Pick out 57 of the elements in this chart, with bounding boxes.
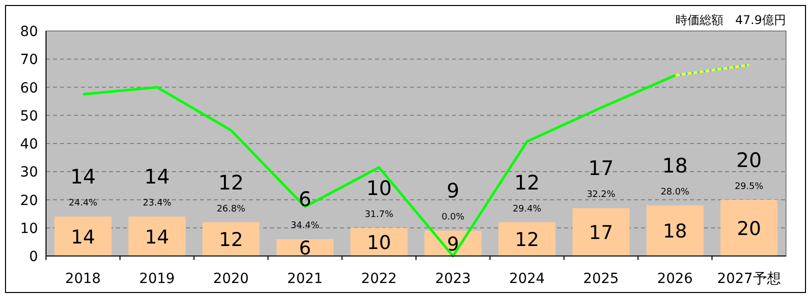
bar xyxy=(498,222,556,256)
x-tick-label: 2022 xyxy=(361,271,397,287)
annotation: 34.4% xyxy=(290,221,320,232)
y-tick-label: 60 xyxy=(20,80,38,96)
annotation: 24.4% xyxy=(68,198,98,209)
annotation: 29.5% xyxy=(734,182,764,192)
annotation: 0.0% xyxy=(442,212,465,223)
annotation: 17 xyxy=(588,156,614,180)
x-tick-label: 2024 xyxy=(509,271,545,287)
annotation: 23.4% xyxy=(142,198,172,209)
bar xyxy=(646,205,704,256)
annotation: 12 xyxy=(514,170,540,194)
annotation: 14 xyxy=(144,164,170,189)
x-tick-label: 2025 xyxy=(583,271,619,287)
data-label: 14 xyxy=(70,226,96,248)
y-tick-label: 10 xyxy=(20,220,38,237)
x-tick-label: 2027予想 xyxy=(717,271,781,287)
bar xyxy=(350,228,408,256)
annotation: 26.8% xyxy=(216,204,246,214)
data-label: 17 xyxy=(588,222,614,244)
bar xyxy=(202,222,260,256)
data-label: 18 xyxy=(662,220,688,243)
annotation: 10 xyxy=(366,176,392,200)
x-tick-label: 2019 xyxy=(139,271,175,287)
y-tick-label: 30 xyxy=(20,164,38,181)
annotation: 32.2% xyxy=(586,190,616,200)
annotation: 14 xyxy=(70,164,96,189)
bar xyxy=(128,216,186,256)
chart-title: 時価総額 47.9億円 xyxy=(675,13,786,27)
bar xyxy=(54,216,112,256)
y-tick-label: 80 xyxy=(20,24,38,40)
y-tick-label: 70 xyxy=(20,52,38,68)
annotation: 9 xyxy=(446,178,460,203)
x-tick-label: 2018 xyxy=(65,271,101,287)
data-label: 6 xyxy=(298,238,312,260)
data-label: 9 xyxy=(446,233,460,256)
data-label: 10 xyxy=(366,232,392,254)
annotation: 18 xyxy=(662,153,688,178)
annotation: 29.4% xyxy=(512,204,542,214)
annotation: 20 xyxy=(736,148,762,172)
data-label: 12 xyxy=(514,229,540,252)
y-tick-label: 20 xyxy=(20,192,38,209)
annotation: 31.7% xyxy=(364,210,394,220)
x-tick-label: 2026 xyxy=(657,271,693,287)
y-tick-label: 0 xyxy=(29,249,38,265)
data-label: 12 xyxy=(218,229,244,252)
annotation: 28.0% xyxy=(660,187,690,198)
annotation: 12 xyxy=(218,170,244,194)
bar xyxy=(720,200,778,256)
x-tick-label: 2023 xyxy=(435,271,471,287)
y-tick-label: 50 xyxy=(20,108,38,124)
x-tick-label: 2020 xyxy=(213,271,249,287)
data-label: 20 xyxy=(736,218,762,240)
x-tick-label: 2021 xyxy=(287,271,323,287)
bar xyxy=(572,208,630,256)
y-tick-label: 40 xyxy=(20,136,38,152)
data-label: 14 xyxy=(144,226,170,248)
